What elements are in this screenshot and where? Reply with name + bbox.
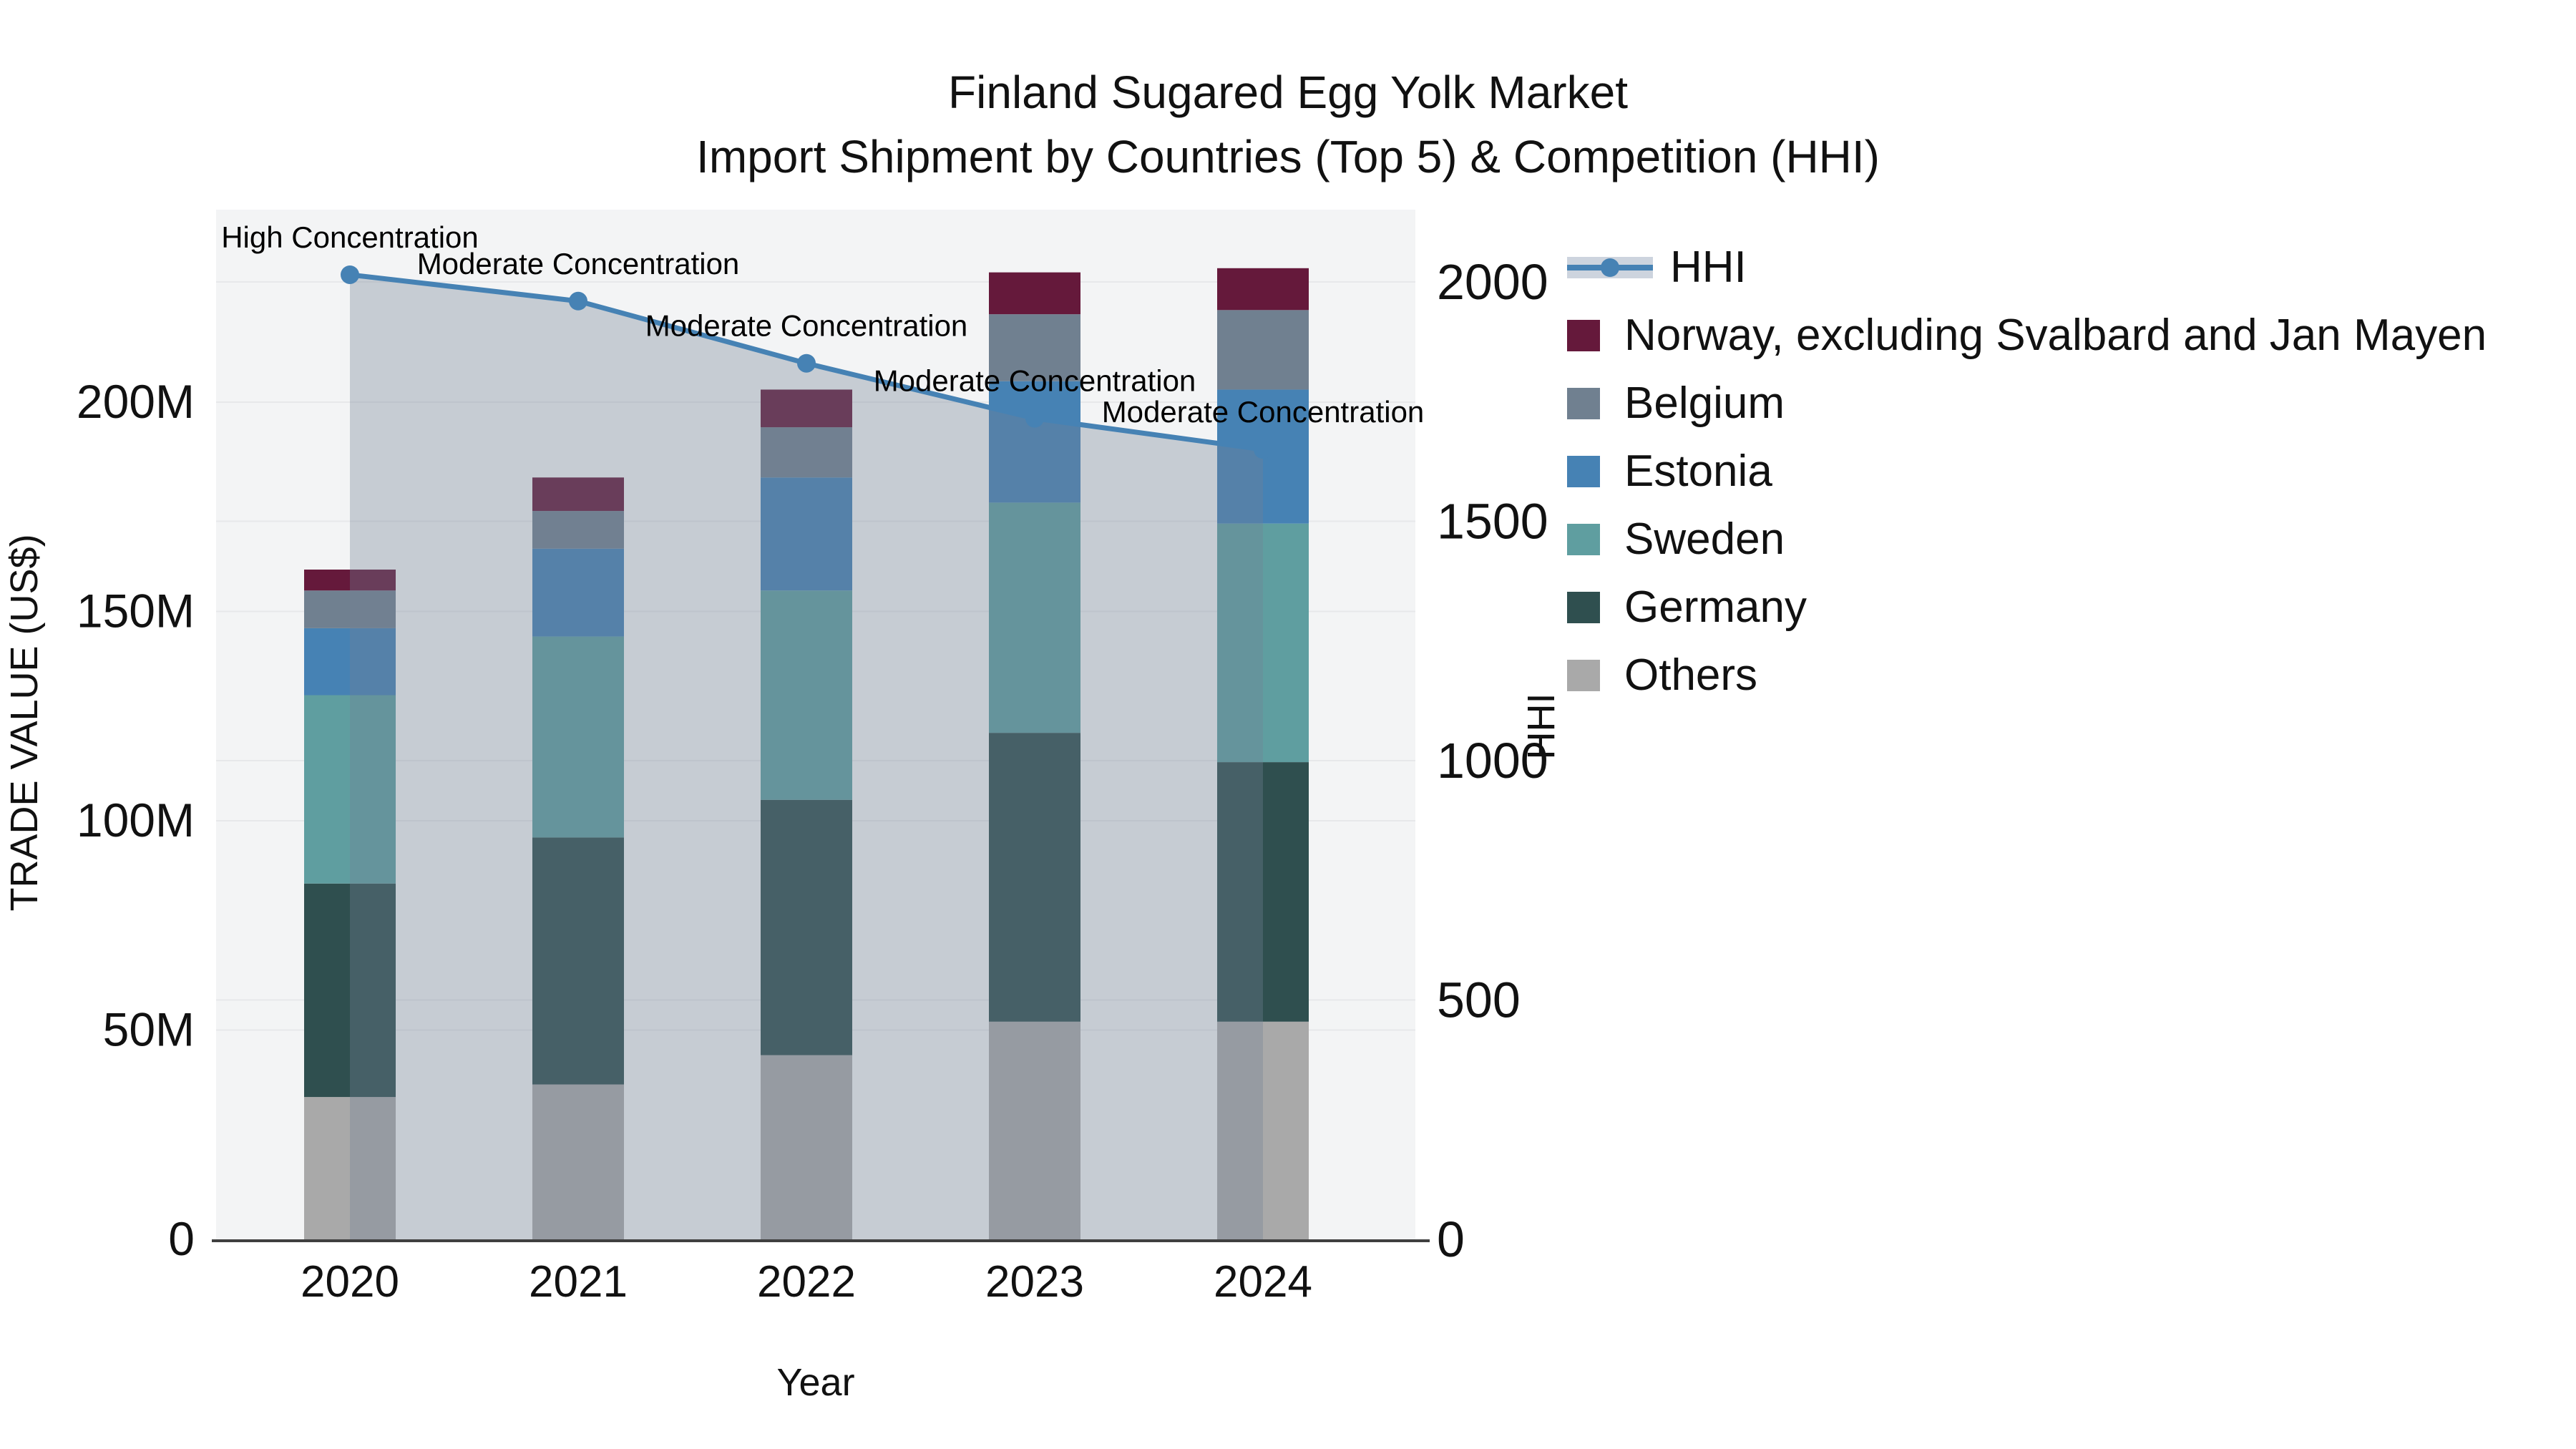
bar-segment-2023-estonia bbox=[989, 381, 1080, 503]
legend-item-sweden: Sweden bbox=[1567, 505, 2487, 573]
y-right-tick: 1500 bbox=[1437, 494, 1548, 550]
x-tick: 2022 bbox=[757, 1257, 856, 1307]
bar-segment-2020-estonia bbox=[304, 628, 396, 696]
legend-color-swatch bbox=[1567, 387, 1600, 419]
bar-segment-2023-sweden bbox=[989, 502, 1080, 733]
legend: HHI Norway, excluding Svalbard and Jan Ma… bbox=[1567, 233, 2487, 709]
y-left-tick: 200M bbox=[77, 375, 195, 428]
y-left-axis-label: TRADE VALUE (US$) bbox=[3, 534, 46, 911]
bar-segment-2024-germany bbox=[1217, 762, 1309, 1022]
bar-segment-2020-others bbox=[304, 1097, 396, 1239]
bar-segment-2022-others bbox=[761, 1055, 852, 1239]
bar-segment-2022-norway bbox=[761, 389, 852, 428]
bar-segment-2021-germany bbox=[532, 837, 624, 1085]
hhi-marker-2023 bbox=[1025, 409, 1044, 428]
annotation-2022: Moderate Concentration bbox=[645, 309, 968, 343]
annotation-2020: High Concentration bbox=[221, 220, 479, 254]
legend-label: Belgium bbox=[1624, 379, 1785, 428]
bar-segment-2023-germany bbox=[989, 733, 1080, 1022]
bar-segment-2020-norway bbox=[304, 570, 396, 591]
bar-segment-2021-estonia bbox=[532, 548, 624, 637]
legend-item-others: Others bbox=[1567, 641, 2487, 709]
legend-label: Norway, excluding Svalbard and Jan Mayen bbox=[1624, 311, 2487, 360]
y-left-tick: 50M bbox=[103, 1003, 195, 1056]
legend-item-estonia: Estonia bbox=[1567, 437, 2487, 505]
x-axis-label: Year bbox=[776, 1361, 854, 1404]
bar-segment-2023-others bbox=[989, 1021, 1080, 1239]
legend-color-swatch bbox=[1567, 455, 1600, 487]
bar-segment-2023-belgium bbox=[989, 314, 1080, 381]
x-tick: 2020 bbox=[301, 1257, 399, 1307]
y-left-tick: 0 bbox=[168, 1212, 195, 1265]
legend-item-germany: Germany bbox=[1567, 573, 2487, 641]
hhi-area-fill bbox=[350, 274, 1263, 1240]
legend-color-swatch bbox=[1567, 591, 1600, 623]
y-right-tick: 500 bbox=[1437, 972, 1521, 1028]
chart-title: Finland Sugared Egg Yolk Market Import S… bbox=[0, 60, 2576, 189]
hhi-marker-2022 bbox=[797, 353, 816, 373]
bar-segment-2022-estonia bbox=[761, 477, 852, 591]
y-left-tick: 100M bbox=[77, 794, 195, 847]
legend-item-norway: Norway, excluding Svalbard and Jan Mayen bbox=[1567, 301, 2487, 369]
legend-item-hhi: HHI bbox=[1567, 233, 2487, 301]
bar-segment-2024-belgium bbox=[1217, 310, 1309, 390]
legend-item-belgium: Belgium bbox=[1567, 369, 2487, 437]
annotation-2024: Moderate Concentration bbox=[1102, 395, 1425, 429]
x-tick: 2023 bbox=[985, 1257, 1084, 1307]
y-right-tick: 1000 bbox=[1437, 733, 1548, 789]
bar-segment-2023-norway bbox=[989, 272, 1080, 315]
y-right-axis-label: HHI bbox=[1520, 693, 1563, 760]
y-right-tick: 2000 bbox=[1437, 254, 1548, 310]
bar-segment-2021-others bbox=[532, 1084, 624, 1239]
bar-segment-2020-sweden bbox=[304, 695, 396, 884]
annotation-2023: Moderate Concentration bbox=[874, 364, 1196, 398]
bar-segment-2020-belgium bbox=[304, 590, 396, 628]
bar-segment-2022-belgium bbox=[761, 427, 852, 478]
y-right-tick: 0 bbox=[1437, 1211, 1465, 1267]
legend-label: Others bbox=[1624, 650, 1758, 700]
bar-segment-2022-germany bbox=[761, 799, 852, 1055]
hhi-line-swatch bbox=[1567, 256, 1653, 278]
bar-segment-2020-germany bbox=[304, 883, 396, 1098]
bar-segment-2021-norway bbox=[532, 477, 624, 512]
bar-segment-2021-sweden bbox=[532, 636, 624, 838]
chart-title-line1: Finland Sugared Egg Yolk Market bbox=[948, 67, 1628, 118]
bar-segment-2024-norway bbox=[1217, 268, 1309, 311]
hhi-marker-2020 bbox=[341, 265, 359, 284]
legend-label: Estonia bbox=[1624, 447, 1772, 496]
bar-segment-2024-sweden bbox=[1217, 523, 1309, 763]
legend-label: Sweden bbox=[1624, 514, 1785, 564]
hhi-marker-2024 bbox=[1254, 440, 1272, 459]
bar-segment-2024-others bbox=[1217, 1021, 1309, 1239]
legend-color-swatch bbox=[1567, 319, 1600, 351]
hhi-marker-2021 bbox=[569, 291, 587, 311]
legend-color-swatch bbox=[1567, 523, 1600, 555]
annotation-2021: Moderate Concentration bbox=[417, 247, 740, 280]
x-tick: 2021 bbox=[529, 1257, 628, 1307]
y-left-tick: 150M bbox=[77, 585, 195, 638]
bar-segment-2022-sweden bbox=[761, 590, 852, 800]
chart-title-line2: Import Shipment by Countries (Top 5) & C… bbox=[696, 131, 1880, 182]
legend-label: Germany bbox=[1624, 582, 1807, 632]
bar-segment-2021-belgium bbox=[532, 511, 624, 549]
legend-color-swatch bbox=[1567, 659, 1600, 691]
legend-label: HHI bbox=[1670, 243, 1747, 292]
x-tick: 2024 bbox=[1214, 1257, 1312, 1307]
